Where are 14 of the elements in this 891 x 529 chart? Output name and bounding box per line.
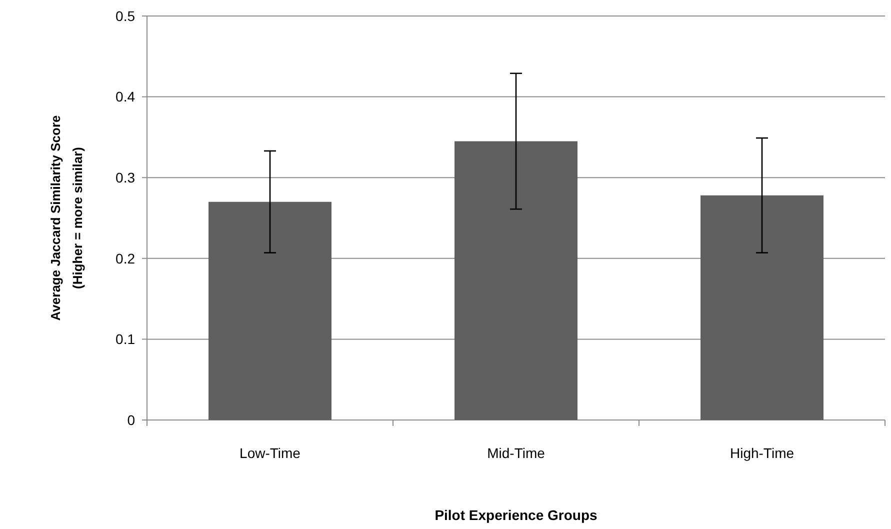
y-axis-title: Average Jaccard Similarity Score (Higher = more similar) (48, 115, 85, 321)
y-tick-label: 0.2 (116, 250, 136, 266)
y-tick-label: 0.1 (116, 331, 136, 348)
bar (208, 202, 332, 420)
x-tick-label: Mid-Time (487, 445, 546, 461)
y-tick-label: 0.3 (116, 170, 136, 186)
x-tick-label: Low-Time (240, 445, 301, 461)
x-tick-label: High-Time (730, 445, 794, 461)
x-axis-title: Pilot Experience Groups (434, 507, 598, 523)
bar (700, 195, 824, 420)
y-tick-label: 0.4 (116, 88, 136, 105)
y-tick-label: 0.5 (116, 8, 136, 24)
y-tick-label: 0 (127, 412, 136, 428)
bar (454, 141, 578, 420)
